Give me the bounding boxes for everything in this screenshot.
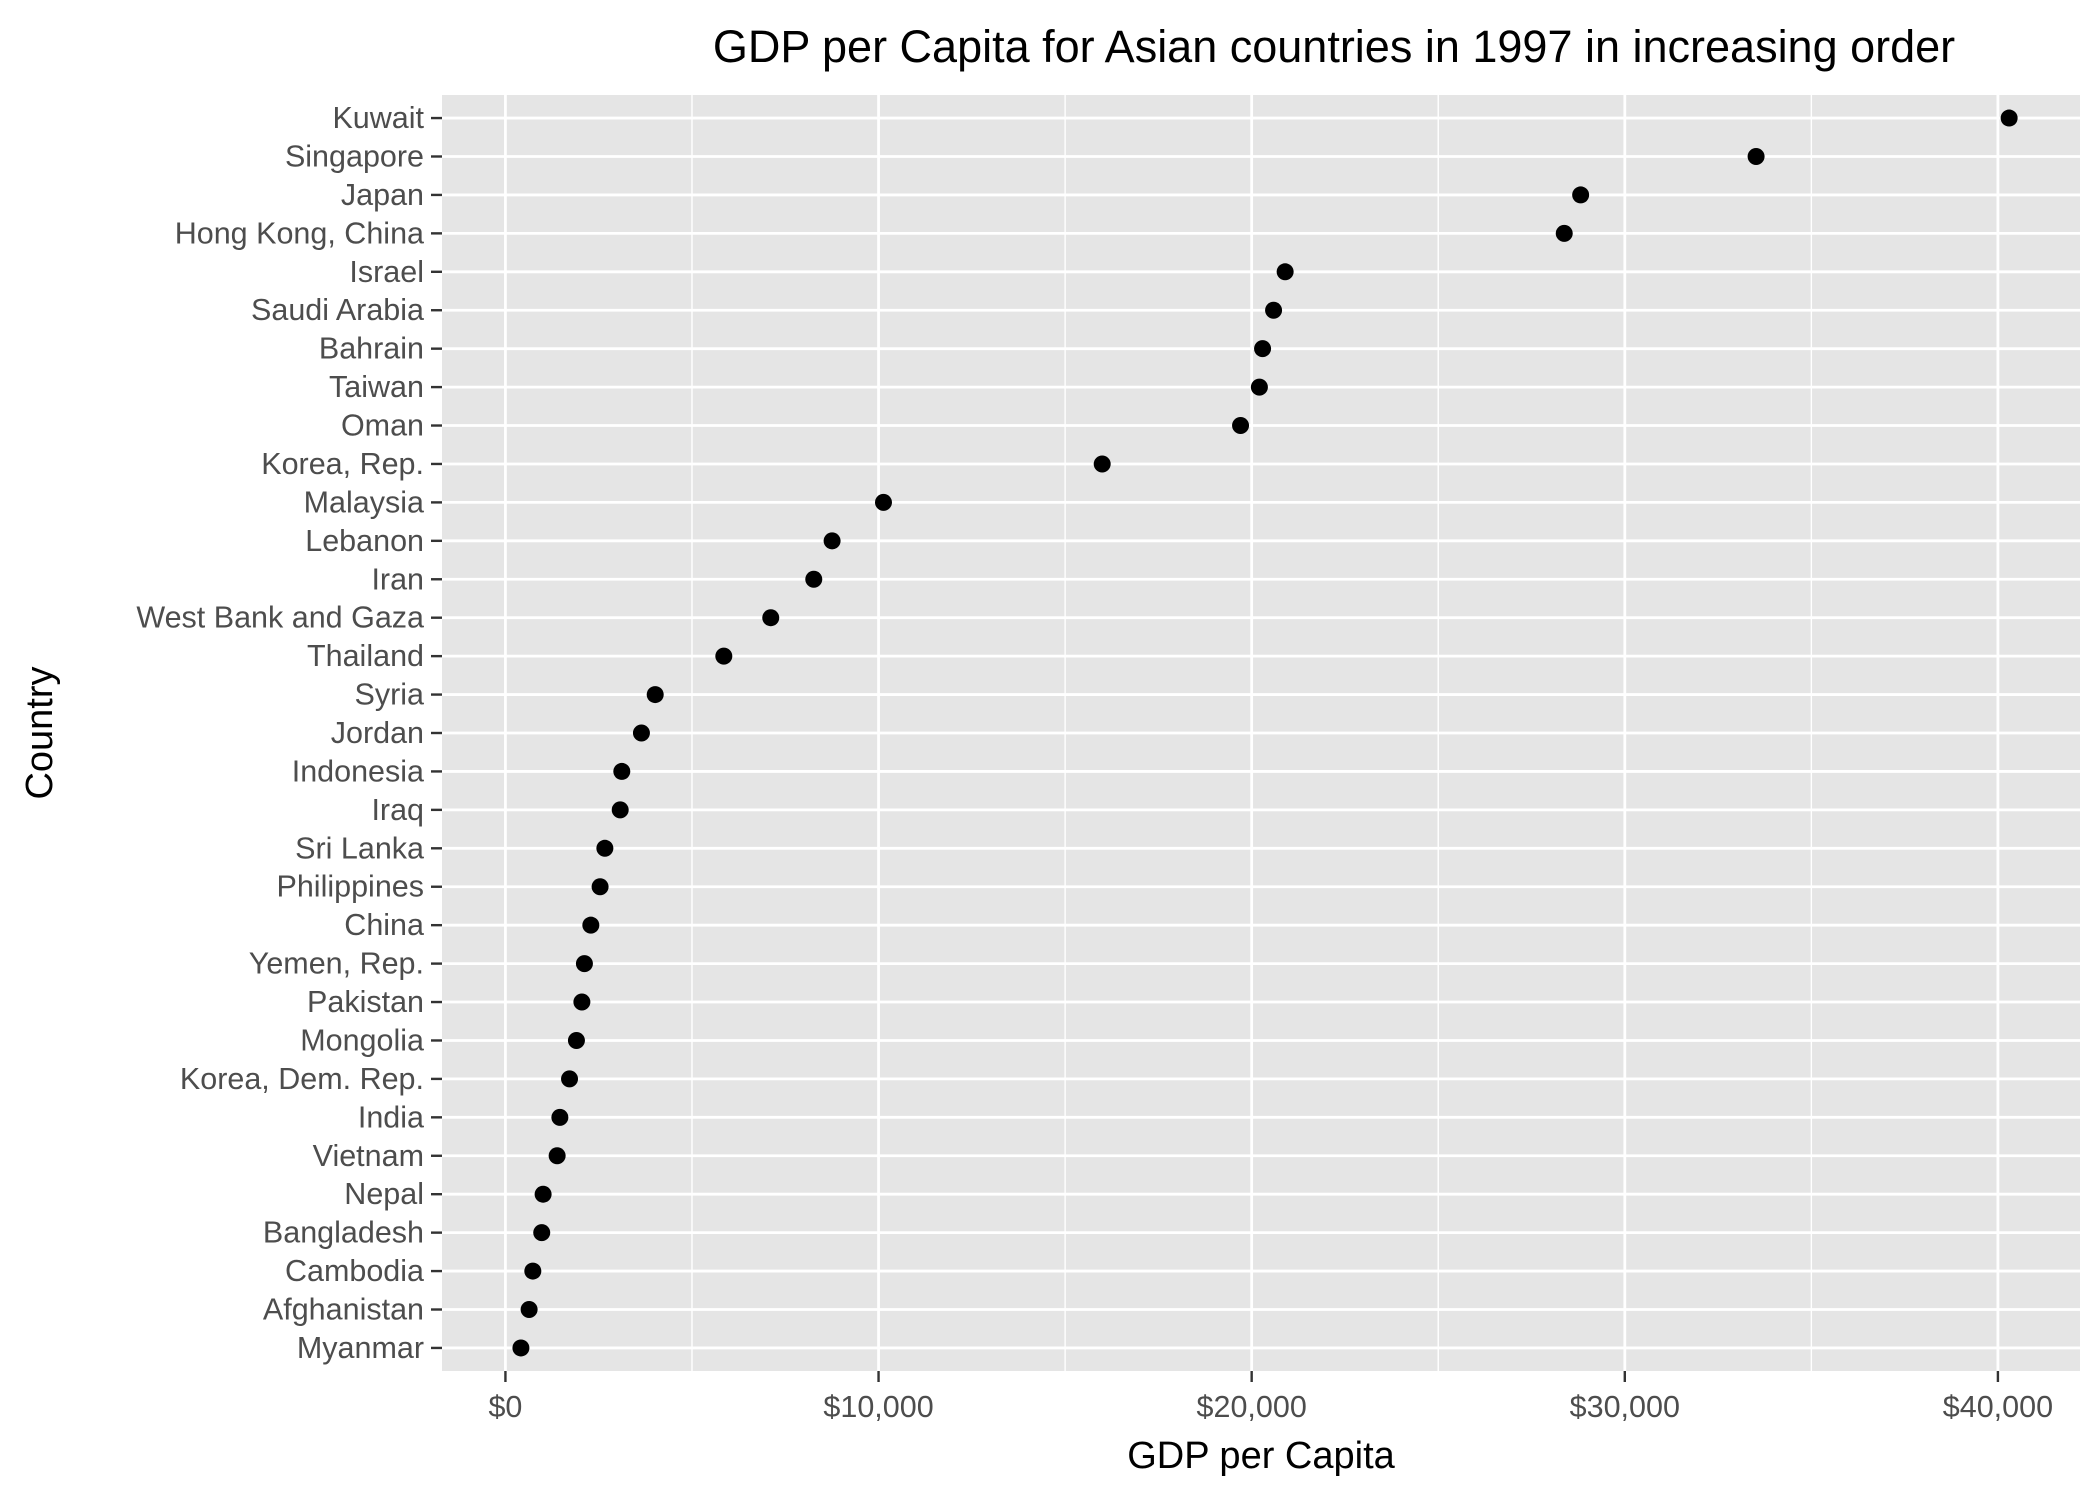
y-tick-label: Mongolia bbox=[300, 1023, 424, 1057]
y-tick-label: Pakistan bbox=[307, 985, 424, 1019]
y-axis: Myanmar Afghanistan Cambodia Bangladesh Nepa… bbox=[136, 101, 442, 1365]
data-point bbox=[1276, 263, 1294, 281]
data-point bbox=[575, 955, 593, 973]
data-point bbox=[567, 1031, 585, 1049]
y-tick-label: Oman bbox=[341, 409, 424, 443]
x-axis-title: GDP per Capita bbox=[1127, 1435, 1395, 1477]
grid-major-lines bbox=[442, 95, 2080, 1371]
data-point bbox=[548, 1147, 566, 1165]
x-tick-label: $0 bbox=[488, 1390, 522, 1424]
data-point bbox=[1250, 378, 1268, 396]
data-point bbox=[611, 801, 629, 819]
y-tick-label: Lebanon bbox=[305, 524, 424, 558]
y-tick-label: Cambodia bbox=[285, 1254, 424, 1288]
y-tick-label: Indonesia bbox=[292, 754, 424, 788]
y-tick-label: Bahrain bbox=[319, 332, 424, 366]
data-point bbox=[715, 647, 733, 665]
y-tick-label: China bbox=[344, 908, 424, 942]
data-points bbox=[512, 109, 2018, 1357]
y-tick-label: Iraq bbox=[371, 793, 424, 827]
data-point bbox=[512, 1339, 530, 1357]
y-tick-label: Bangladesh bbox=[263, 1216, 424, 1250]
x-axis: $0 $10,000 $20,000 $30,000 $40,000 bbox=[488, 1371, 2053, 1424]
y-tick-label: Yemen, Rep. bbox=[249, 947, 424, 981]
x-tick-label: $40,000 bbox=[1943, 1390, 2053, 1424]
data-point bbox=[1572, 186, 1590, 204]
y-axis-title: Country bbox=[19, 666, 61, 799]
data-point bbox=[646, 686, 664, 704]
y-tick-label: Japan bbox=[341, 178, 424, 212]
y-tick-label: Kuwait bbox=[332, 101, 424, 135]
y-tick-label: Philippines bbox=[276, 870, 424, 904]
y-tick-label: Israel bbox=[349, 255, 424, 289]
x-tick-label: $20,000 bbox=[1197, 1390, 1307, 1424]
y-tick-label: Afghanistan bbox=[263, 1293, 424, 1327]
data-point bbox=[573, 993, 591, 1011]
data-point bbox=[805, 570, 823, 588]
data-point bbox=[874, 493, 892, 511]
y-tick-label: Korea, Dem. Rep. bbox=[180, 1062, 424, 1096]
data-point bbox=[632, 724, 650, 742]
y-tick-label: Hong Kong, China bbox=[175, 216, 424, 250]
data-point bbox=[1232, 417, 1250, 435]
y-tick-label: Saudi Arabia bbox=[251, 293, 424, 327]
data-point bbox=[613, 762, 631, 780]
y-tick-label: Iran bbox=[371, 562, 424, 596]
data-point bbox=[534, 1185, 552, 1203]
data-point bbox=[533, 1224, 551, 1242]
y-tick-label: Taiwan bbox=[329, 370, 424, 404]
data-point bbox=[591, 878, 609, 896]
data-point bbox=[524, 1262, 542, 1280]
data-point bbox=[823, 532, 841, 550]
y-tick-label: Nepal bbox=[344, 1177, 424, 1211]
data-point bbox=[561, 1070, 579, 1088]
data-point bbox=[1093, 455, 1111, 473]
y-tick-label: Singapore bbox=[285, 139, 424, 173]
x-tick-label: $10,000 bbox=[823, 1390, 933, 1424]
y-tick-label: Malaysia bbox=[304, 485, 424, 519]
y-tick-label: Korea, Rep. bbox=[261, 447, 424, 481]
y-tick-label: West Bank and Gaza bbox=[136, 601, 424, 635]
y-tick-label: Thailand bbox=[307, 639, 424, 673]
y-tick-label: Vietnam bbox=[313, 1139, 424, 1173]
data-point bbox=[2000, 109, 2018, 127]
data-point bbox=[582, 916, 600, 934]
data-point bbox=[1254, 340, 1272, 358]
data-point bbox=[596, 839, 614, 857]
chart-title: GDP per Capita for Asian countries in 19… bbox=[713, 21, 1955, 72]
data-point bbox=[762, 609, 780, 627]
y-tick-label: India bbox=[358, 1100, 424, 1134]
y-tick-label: Jordan bbox=[331, 716, 424, 750]
data-point bbox=[1555, 224, 1573, 242]
data-point bbox=[1747, 147, 1765, 165]
y-tick-label: Sri Lanka bbox=[295, 831, 424, 865]
y-tick-label: Myanmar bbox=[297, 1331, 424, 1365]
data-point bbox=[551, 1108, 569, 1126]
y-tick-label: Syria bbox=[355, 678, 425, 712]
data-point bbox=[1265, 301, 1283, 319]
data-point bbox=[520, 1301, 538, 1319]
x-tick-label: $30,000 bbox=[1570, 1390, 1680, 1424]
